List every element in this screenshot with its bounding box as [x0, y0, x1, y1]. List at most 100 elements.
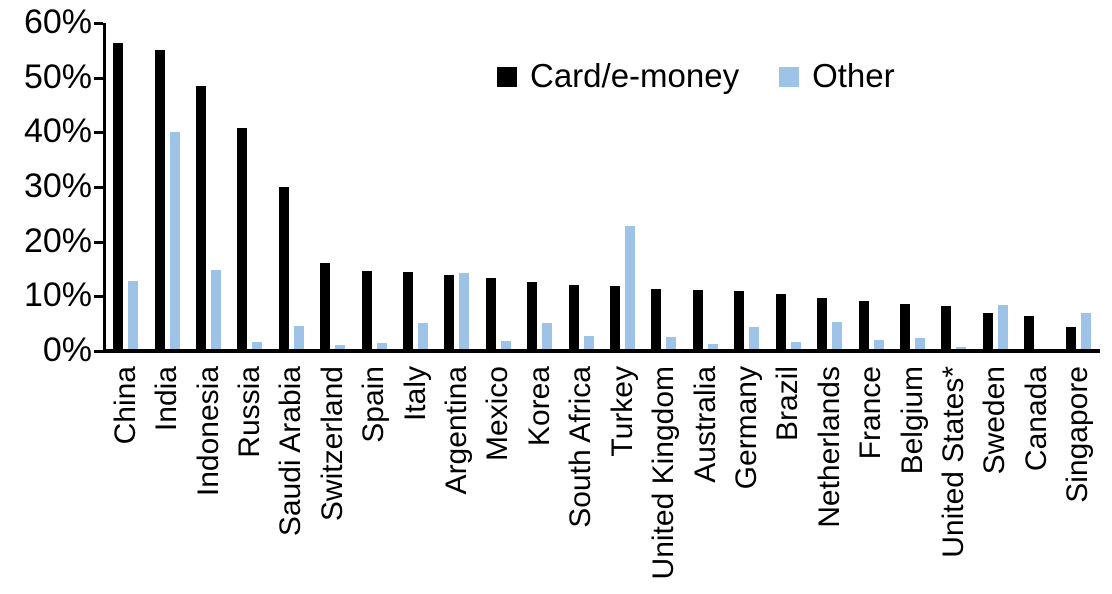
y-tick	[94, 295, 103, 298]
bar-group	[229, 23, 270, 349]
x-tick-label: Indonesia	[192, 366, 225, 497]
x-tick-label: South Africa	[564, 366, 597, 528]
other-swatch-icon	[779, 67, 800, 87]
plot-area	[105, 23, 1099, 349]
bar-group	[395, 23, 436, 349]
card-e-money-bar	[237, 128, 248, 349]
other-bar	[293, 326, 304, 349]
card-e-money-bar	[858, 301, 869, 349]
card-e-money-bar	[1065, 327, 1076, 349]
card-e-money-bar	[1024, 316, 1035, 349]
card-e-money-bar	[278, 187, 289, 349]
y-tick	[94, 186, 103, 189]
bar-group	[850, 23, 891, 349]
other-bar	[169, 132, 180, 349]
y-tick	[94, 350, 103, 353]
x-tick-label: India	[150, 366, 183, 432]
other-bar	[542, 323, 553, 349]
legend-item-other: Other	[779, 58, 895, 94]
y-tick-label: 30%	[23, 167, 92, 205]
legend-item-card-e-money: Card/e-money	[497, 58, 739, 94]
card-e-money-bar	[775, 294, 786, 349]
other-bar	[790, 342, 801, 349]
other-bar	[873, 340, 884, 349]
card-e-money-bar	[651, 289, 662, 349]
bar-group	[105, 23, 146, 349]
x-tick-label: Korea	[523, 366, 556, 447]
y-tick-label: 60%	[23, 3, 92, 41]
card-e-money-bar	[154, 50, 165, 349]
other-bar	[128, 281, 139, 349]
x-tick-label: Saudi Arabia	[274, 366, 307, 537]
card-e-money-bar	[403, 272, 414, 349]
y-tick	[94, 131, 103, 134]
y-tick	[94, 22, 103, 25]
x-tick-label: United States*	[937, 366, 970, 558]
bar-group	[685, 23, 726, 349]
legend-label: Other	[812, 57, 895, 94]
other-bar	[335, 345, 346, 349]
other-bar	[914, 338, 925, 349]
y-tick	[94, 77, 103, 80]
bar-group	[353, 23, 394, 349]
bar-group	[271, 23, 312, 349]
y-tick-label: 40%	[23, 112, 92, 150]
x-tick-label: Canada	[1020, 366, 1053, 472]
y-tick-label: 0%	[42, 331, 92, 369]
bar-group	[892, 23, 933, 349]
chart-legend: Card/e-money Other	[497, 58, 895, 94]
bar-group	[726, 23, 767, 349]
x-tick-label: France	[854, 366, 887, 460]
legend-label: Card/e-money	[530, 57, 740, 94]
card-e-money-bar	[527, 282, 538, 349]
x-tick-label: Argentina	[440, 366, 473, 495]
card-e-money-bar	[982, 313, 993, 349]
y-tick-label: 20%	[23, 222, 92, 260]
x-tick-label: Australia	[689, 366, 722, 483]
bar-group	[602, 23, 643, 349]
y-axis-line	[103, 23, 106, 353]
card-e-money-bar	[320, 263, 331, 349]
other-bar	[832, 322, 843, 349]
x-tick-label: Mexico	[481, 366, 514, 462]
x-tick-label: Germany	[730, 366, 763, 490]
x-tick-label: Russia	[233, 366, 266, 458]
bar-group	[312, 23, 353, 349]
other-bar	[252, 342, 263, 349]
x-tick-label: United Kingdom	[647, 366, 680, 580]
card-e-money-bar	[610, 286, 621, 349]
other-bar	[749, 327, 760, 349]
y-tick-label: 50%	[23, 58, 92, 96]
x-axis-line	[103, 349, 1100, 353]
other-bar	[997, 305, 1008, 349]
bar-group	[188, 23, 229, 349]
x-tick-label: Italy	[399, 366, 432, 422]
other-bar	[211, 270, 222, 349]
x-tick-label: Spain	[357, 366, 390, 443]
bar-group	[436, 23, 477, 349]
x-tick-label: Turkey	[606, 366, 639, 457]
bar-group	[560, 23, 601, 349]
card-e-money-swatch-icon	[497, 67, 517, 87]
x-tick-label: Belgium	[896, 366, 929, 475]
card-e-money-bar	[113, 43, 124, 349]
x-tick-label: Netherlands	[813, 366, 846, 528]
card-e-money-bar	[568, 285, 579, 349]
card-e-money-bar	[485, 278, 496, 349]
other-bar	[956, 347, 967, 349]
bar-group	[146, 23, 187, 349]
other-bar	[459, 273, 470, 349]
other-bar	[625, 226, 636, 349]
bar-group	[975, 23, 1016, 349]
other-bar	[1080, 313, 1091, 349]
card-e-money-bar	[734, 291, 745, 349]
other-bar	[500, 341, 511, 349]
other-bar	[666, 337, 677, 349]
y-tick	[94, 241, 103, 244]
bar-group	[478, 23, 519, 349]
y-tick-label: 10%	[23, 276, 92, 314]
other-bar	[707, 344, 718, 349]
bar-group	[768, 23, 809, 349]
bar-group	[1016, 23, 1057, 349]
